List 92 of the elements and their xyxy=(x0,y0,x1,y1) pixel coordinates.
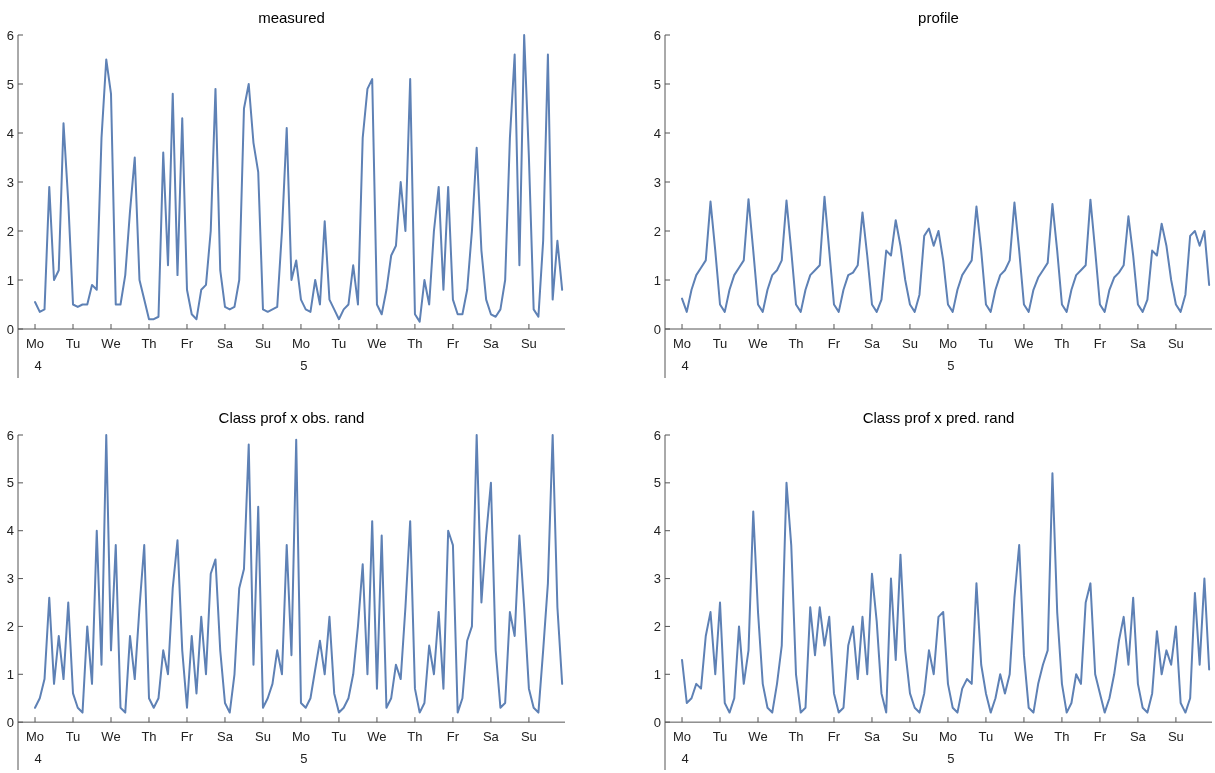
y-tick-label: 1 xyxy=(6,666,14,682)
x-tick-label: Sa xyxy=(864,336,881,351)
y-tick-label: 1 xyxy=(6,272,14,288)
y-tick-label: 2 xyxy=(653,223,661,239)
x-tick-label: Fr xyxy=(446,336,460,351)
x-tick-label: We xyxy=(367,336,387,351)
x-tick-label: Su xyxy=(255,336,271,351)
x-tick-label: Th xyxy=(1054,336,1070,351)
x-tick-label: Sa xyxy=(482,336,500,351)
y-tick-label: 6 xyxy=(6,427,14,443)
x-tick-label: Sa xyxy=(482,729,500,745)
y-tick-label: 3 xyxy=(653,571,661,587)
x-tick-label: Tu xyxy=(331,729,347,745)
y-tick-label: 6 xyxy=(653,427,661,443)
x-tick-label: We xyxy=(367,729,387,745)
line-series xyxy=(34,34,564,323)
line-series xyxy=(681,195,1211,313)
x-tick-label: We xyxy=(1014,336,1034,351)
x-tick-label: Sa xyxy=(1129,336,1147,351)
x-tick-label: Su xyxy=(1167,336,1184,351)
chart-title: Class prof x obs. rand xyxy=(218,409,365,426)
y-tick-label: 0 xyxy=(653,714,661,730)
x-tick-label: Th xyxy=(407,336,423,351)
x-tick-label: Sa xyxy=(864,729,881,745)
y-tick-label: 5 xyxy=(6,76,14,92)
y-tick-label: 4 xyxy=(653,523,661,539)
x-tick-label: We xyxy=(101,336,121,351)
x-tick-label: We xyxy=(101,729,121,745)
x-tick-label: Tu xyxy=(978,336,994,351)
y-tick-label: 6 xyxy=(653,27,661,43)
chart-title: Class prof x pred. rand xyxy=(862,409,1015,426)
chart-title: measured xyxy=(258,9,325,26)
x-tick-label: Su xyxy=(902,729,918,745)
y-tick-label: 5 xyxy=(6,475,14,491)
x-tick-label: Sa xyxy=(1129,729,1147,745)
y-tick-label: 0 xyxy=(6,714,14,730)
x-tick-label: Fr xyxy=(1093,336,1107,351)
x-tick-label: We xyxy=(748,729,768,745)
x-tick-label: Mo 4 xyxy=(672,336,692,373)
x-tick-label: Tu xyxy=(65,729,81,745)
x-tick-label: Tu xyxy=(712,729,728,745)
x-tick-label: Th xyxy=(141,729,157,745)
x-tick-label: Th xyxy=(788,336,804,351)
x-tick-label: Mo 5 xyxy=(938,336,957,373)
y-tick-label: 5 xyxy=(653,76,661,92)
x-tick-label: Th xyxy=(141,336,157,351)
y-tick-label: 5 xyxy=(653,475,661,491)
x-tick-label: Sa xyxy=(217,336,234,351)
x-tick-label: Sa xyxy=(217,729,234,745)
x-tick-label: Su xyxy=(1167,729,1184,745)
chart-title: profile xyxy=(918,9,959,26)
line-series xyxy=(34,434,564,714)
x-tick-label: Mo 5 xyxy=(938,729,957,767)
y-tick-label: 4 xyxy=(6,125,14,141)
y-tick-label: 1 xyxy=(653,666,661,682)
y-tick-label: 1 xyxy=(653,272,661,288)
x-tick-label: Su xyxy=(520,336,537,351)
x-tick-label: Su xyxy=(520,729,537,745)
x-tick-label: Mo 5 xyxy=(291,729,310,767)
line-series xyxy=(681,472,1211,714)
y-tick-label: 2 xyxy=(653,618,661,634)
y-tick-label: 6 xyxy=(6,27,14,43)
x-tick-label: Tu xyxy=(331,336,347,351)
y-tick-label: 4 xyxy=(653,125,661,141)
x-tick-label: Tu xyxy=(978,729,994,745)
x-tick-label: Mo 4 xyxy=(25,336,45,373)
x-tick-label: Su xyxy=(255,729,271,745)
x-tick-label: Th xyxy=(788,729,804,745)
x-tick-label: Mo 4 xyxy=(25,729,45,767)
x-tick-label: Th xyxy=(1054,729,1070,745)
x-tick-label: Fr xyxy=(446,729,460,745)
x-tick-label: Su xyxy=(902,336,918,351)
x-tick-label: Mo 5 xyxy=(291,336,310,373)
x-tick-label: Tu xyxy=(65,336,81,351)
y-tick-label: 0 xyxy=(653,321,661,337)
y-tick-label: 0 xyxy=(6,321,14,337)
x-tick-label: We xyxy=(1014,729,1034,745)
x-tick-label: Fr xyxy=(1093,729,1107,745)
y-tick-label: 2 xyxy=(6,223,14,239)
x-tick-label: Fr xyxy=(827,336,841,351)
x-tick-label: Fr xyxy=(180,729,194,745)
x-tick-label: Fr xyxy=(180,336,194,351)
x-tick-label: We xyxy=(748,336,768,351)
y-tick-label: 3 xyxy=(6,571,14,587)
y-tick-label: 4 xyxy=(6,523,14,539)
x-tick-label: Mo 4 xyxy=(672,729,692,767)
x-tick-label: Th xyxy=(407,729,423,745)
y-tick-label: 3 xyxy=(6,174,14,190)
x-tick-label: Fr xyxy=(827,729,841,745)
y-tick-label: 3 xyxy=(653,174,661,190)
y-tick-label: 2 xyxy=(6,618,14,634)
x-tick-label: Tu xyxy=(712,336,728,351)
